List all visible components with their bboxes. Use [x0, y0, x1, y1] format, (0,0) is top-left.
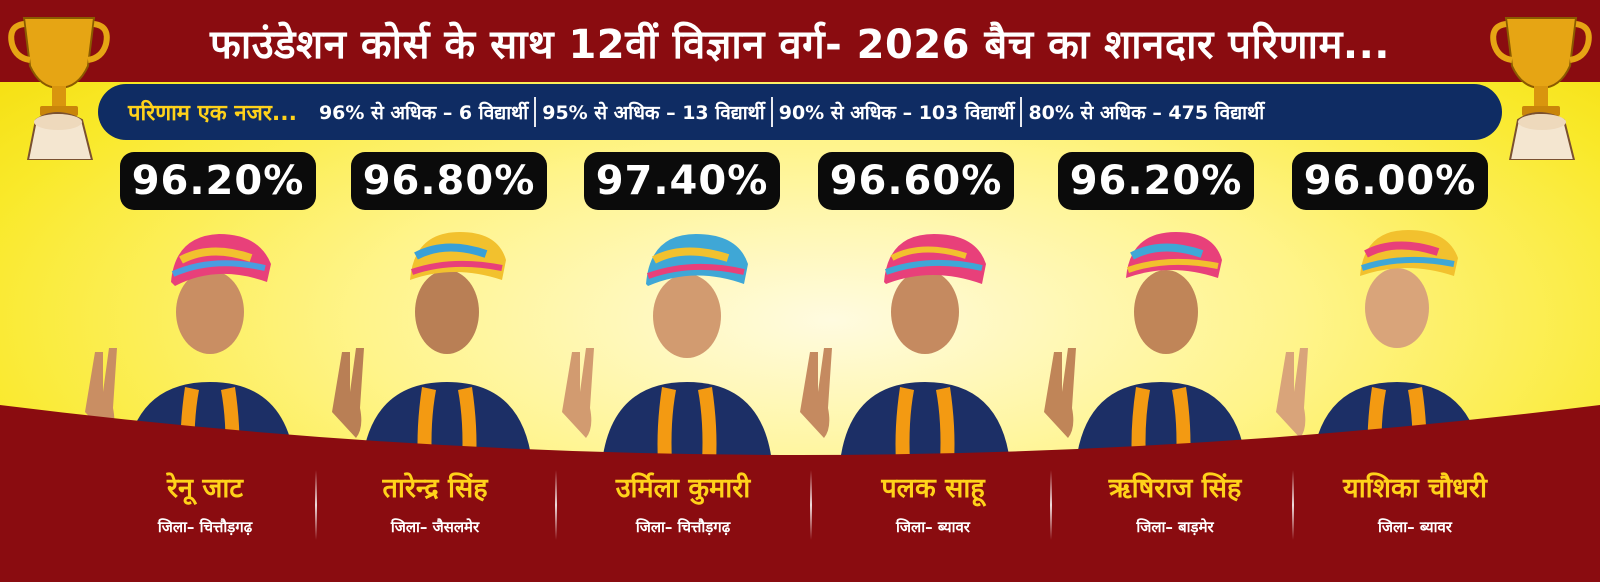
- stats-bar: परिणाम एक नजर... 96% से अधिक – 6 विद्यार…: [98, 84, 1502, 140]
- student-district: जिला– ब्यावर: [1378, 518, 1452, 536]
- student-district: जिला– चित्तौड़गढ़: [157, 518, 253, 536]
- stat-divider: [770, 97, 773, 127]
- student-name: पलक साहू: [881, 473, 985, 504]
- stat-item: 95% से अधिक – 13 विद्यार्थी: [542, 102, 765, 124]
- student-district: जिला– चित्तौड़गढ़: [635, 518, 731, 536]
- stat-divider: [1020, 97, 1023, 127]
- student-caption: तारेन्द्र सिंह जिला– जैसलमेर: [320, 468, 550, 537]
- stat-item: 96% से अधिक – 6 विद्यार्थी: [318, 102, 529, 124]
- name-divider: [1050, 470, 1052, 540]
- trophy-icon: [1484, 10, 1594, 161]
- stat-item: 90% से अधिक – 103 विद्यार्थी: [778, 102, 1015, 124]
- percent-badge: 96.00%: [1292, 152, 1488, 210]
- student-caption: पलक साहू जिला– ब्यावर: [818, 468, 1048, 537]
- student-caption: याशिका चौधरी जिला– ब्यावर: [1300, 468, 1530, 537]
- stat-divider: [534, 97, 537, 127]
- student-name: रेनू जाट: [166, 473, 244, 504]
- student-district: जिला– बाड़मेर: [1136, 518, 1214, 536]
- student-photo: [800, 212, 1050, 462]
- percent-badge: 96.20%: [120, 152, 316, 210]
- student-photo: [322, 212, 572, 462]
- student-district: जिला– ब्यावर: [896, 518, 970, 536]
- stat-item: 80% से अधिक – 475 विद्यार्थी: [1028, 102, 1265, 124]
- stats-title: परिणाम एक नजर...: [128, 101, 297, 126]
- student-name: ऋषिराज सिंह: [1108, 473, 1242, 504]
- footer-band: [0, 395, 1600, 582]
- name-divider: [1292, 470, 1294, 540]
- student-caption: रेनू जाट जिला– चित्तौड़गढ़: [90, 468, 320, 537]
- percent-badge: 96.20%: [1058, 152, 1254, 210]
- name-divider: [810, 470, 812, 540]
- student-district: जिला– जैसलमेर: [390, 518, 480, 536]
- student-photo: [562, 212, 812, 462]
- student-photo: [1036, 212, 1286, 462]
- student-name: उर्मिला कुमारी: [615, 473, 751, 504]
- student-caption: उर्मिला कुमारी जिला– चित्तौड़गढ़: [568, 468, 798, 537]
- header-band: [0, 0, 1600, 82]
- student-name: तारेन्द्र सिंह: [382, 473, 488, 504]
- name-divider: [555, 470, 557, 540]
- percent-badge: 96.80%: [351, 152, 547, 210]
- percent-badge: 97.40%: [584, 152, 780, 210]
- name-divider: [315, 470, 317, 540]
- percent-badge: 96.60%: [818, 152, 1014, 210]
- trophy-icon: [6, 10, 116, 161]
- banner-headline: फाउंडेशन कोर्स के साथ 12वीं विज्ञान वर्ग…: [210, 21, 1390, 68]
- student-caption: ऋषिराज सिंह जिला– बाड़मेर: [1060, 468, 1290, 537]
- student-name: याशिका चौधरी: [1343, 473, 1487, 504]
- student-photo: [1272, 212, 1522, 462]
